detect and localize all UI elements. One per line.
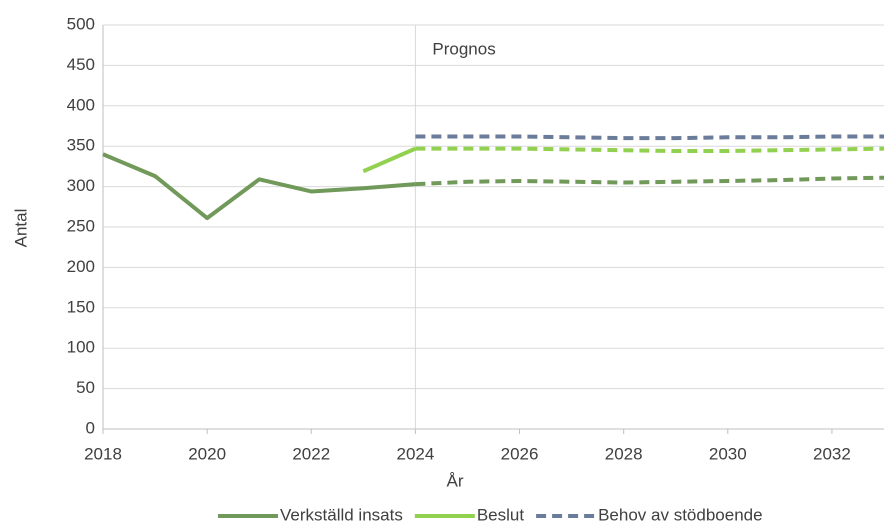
annotation: Prognos bbox=[432, 39, 495, 58]
x-tick-label: 2030 bbox=[709, 444, 747, 463]
y-tick-label: 450 bbox=[67, 55, 95, 74]
line-dashed bbox=[415, 175, 884, 187]
line-solid bbox=[102, 152, 416, 221]
legend-label: Verkställd insats bbox=[280, 505, 403, 524]
x-tick-label: 2022 bbox=[292, 444, 330, 463]
x-tick-label: 2026 bbox=[501, 444, 539, 463]
x-tick-label: 2028 bbox=[605, 444, 643, 463]
line-dashed bbox=[415, 134, 884, 141]
y-tick-label: 300 bbox=[67, 176, 95, 195]
x-tick-label: 2018 bbox=[84, 444, 122, 463]
y-tick-label: 50 bbox=[76, 378, 95, 397]
y-tick-label: 400 bbox=[67, 95, 95, 114]
legend-label: Beslut bbox=[477, 505, 525, 524]
x-axis-label: År bbox=[447, 471, 464, 490]
y-tick-label: 200 bbox=[67, 257, 95, 276]
y-tick-label: 0 bbox=[86, 418, 95, 437]
y-tick-label: 250 bbox=[67, 216, 95, 235]
y-axis-label: Antal bbox=[11, 209, 30, 248]
y-tick-label: 100 bbox=[67, 338, 95, 357]
line-dashed bbox=[415, 146, 884, 154]
x-tick-label: 2032 bbox=[813, 444, 851, 463]
x-tick-label: 2020 bbox=[188, 444, 226, 463]
line-solid bbox=[362, 146, 417, 174]
y-tick-label: 350 bbox=[67, 136, 95, 155]
y-tick-label: 150 bbox=[67, 297, 95, 316]
legend-label: Behov av stödboende bbox=[598, 505, 762, 524]
y-tick-label: 500 bbox=[67, 14, 95, 33]
x-tick-label: 2024 bbox=[396, 444, 434, 463]
